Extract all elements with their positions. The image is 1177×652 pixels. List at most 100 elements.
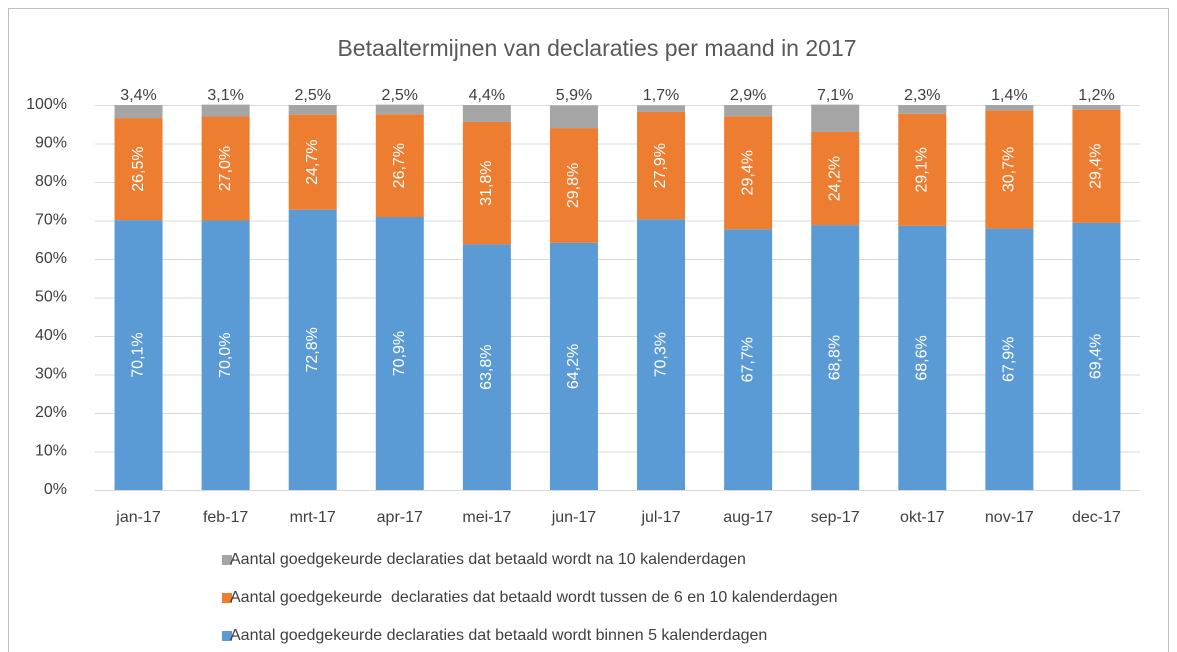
bar-segment	[288, 209, 337, 490]
x-tick-label: mrt-17	[290, 509, 336, 526]
bar-segment	[462, 244, 511, 490]
bar-segment	[985, 105, 1034, 111]
bar-segment	[1072, 222, 1121, 490]
x-tick-label: apr-17	[377, 509, 423, 526]
bar-segment	[114, 220, 163, 491]
data-label: 29,8%	[565, 163, 582, 208]
y-tick-label: 60%	[35, 250, 67, 267]
bar-segment	[201, 104, 250, 117]
y-tick-label: 20%	[35, 404, 67, 421]
legend-label: Aantal goedgekeurde declaraties dat beta…	[230, 627, 767, 644]
data-label: 70,3%	[652, 332, 669, 377]
data-label: 26,5%	[130, 146, 147, 191]
bar-segment	[811, 225, 860, 490]
bar-segment	[114, 118, 163, 221]
bar-segment	[637, 219, 686, 490]
y-tick-label: 0%	[44, 481, 67, 498]
bar-segment	[724, 229, 773, 491]
data-label: 72,8%	[304, 327, 321, 372]
legend-label: Aantal goedgekeurde declaraties dat beta…	[230, 551, 746, 568]
bar-segment	[811, 104, 860, 132]
bar-segment	[288, 114, 337, 210]
y-tick-label: 100%	[26, 96, 67, 113]
bar-segment	[898, 225, 947, 490]
x-tick-label: nov-17	[985, 509, 1034, 526]
legend-swatch	[222, 555, 232, 565]
data-label: 29,4%	[1088, 144, 1105, 189]
data-label: 24,7%	[304, 139, 321, 184]
data-label: 68,8%	[826, 335, 843, 380]
x-tick-label: jan-17	[115, 509, 161, 526]
y-tick-label: 30%	[35, 366, 67, 383]
bar-segment	[1072, 105, 1121, 110]
bar-segment	[462, 121, 511, 245]
data-label: 2,5%	[382, 87, 418, 104]
data-label: 26,7%	[391, 143, 408, 188]
bar-segment	[549, 128, 598, 243]
data-label: 29,1%	[914, 147, 931, 192]
data-label: 70,9%	[391, 331, 408, 376]
data-label: 67,9%	[1001, 337, 1018, 382]
data-label: 70,1%	[130, 332, 147, 377]
y-tick-label: 80%	[35, 173, 67, 190]
y-tick-label: 40%	[35, 327, 67, 344]
data-label: 70,0%	[217, 333, 234, 378]
bar-segment	[985, 110, 1034, 229]
data-label: 1,7%	[643, 87, 679, 104]
data-label: 5,9%	[556, 87, 592, 104]
bar-segment	[985, 228, 1034, 490]
data-label: 3,1%	[207, 87, 243, 104]
chart-title: Betaaltermijnen van declaraties per maan…	[337, 35, 856, 61]
bar-segment	[201, 116, 250, 221]
bar-segment	[898, 105, 947, 114]
data-label: 31,8%	[478, 160, 495, 205]
data-label: 7,1%	[817, 87, 853, 104]
bar-segment	[114, 105, 163, 119]
data-label: 29,4%	[739, 150, 756, 195]
data-label: 2,3%	[904, 87, 940, 104]
bar-segment	[375, 104, 424, 115]
data-label: 4,4%	[469, 87, 505, 104]
bar-segment	[549, 105, 598, 129]
x-tick-label: dec-17	[1072, 509, 1121, 526]
data-label: 2,9%	[730, 87, 766, 104]
bar-segment	[549, 242, 598, 490]
data-label: 63,8%	[478, 344, 495, 389]
data-label: 3,4%	[120, 87, 156, 104]
data-label: 27,9%	[652, 143, 669, 188]
data-label: 1,4%	[991, 87, 1027, 104]
bar-segment	[898, 113, 947, 226]
x-tick-label: feb-17	[203, 509, 248, 526]
x-tick-label: jul-17	[640, 509, 680, 526]
y-tick-label: 10%	[35, 443, 67, 460]
data-label: 24,2%	[826, 156, 843, 201]
bar-segment	[724, 105, 773, 117]
chart-border	[8, 8, 1169, 652]
legend-swatch	[222, 593, 232, 603]
bar-segment	[1072, 109, 1121, 223]
bar-segment	[201, 220, 250, 490]
bar-segment	[288, 105, 337, 115]
data-label: 64,2%	[565, 344, 582, 389]
legend-label: Aantal goedgekeurde declaraties dat beta…	[230, 589, 838, 606]
x-tick-label: aug-17	[723, 509, 773, 526]
data-label: 30,7%	[1001, 147, 1018, 192]
data-label: 2,5%	[294, 87, 330, 104]
data-label: 1,2%	[1078, 87, 1114, 104]
bar-segment	[724, 116, 773, 230]
y-tick-label: 50%	[35, 289, 67, 306]
bar-segment	[811, 131, 860, 226]
data-label: 27,0%	[217, 146, 234, 191]
x-tick-label: okt-17	[900, 509, 945, 526]
x-tick-label: mei-17	[462, 509, 511, 526]
legend-swatch	[222, 631, 232, 641]
bar-segment	[637, 111, 686, 220]
x-tick-label: jun-17	[551, 509, 597, 526]
y-tick-label: 90%	[35, 135, 67, 152]
data-label: 69,4%	[1088, 334, 1105, 379]
x-tick-label: sep-17	[811, 509, 860, 526]
bar-segment	[637, 105, 686, 112]
bar-segment	[375, 217, 424, 490]
bar-segment	[462, 105, 511, 122]
